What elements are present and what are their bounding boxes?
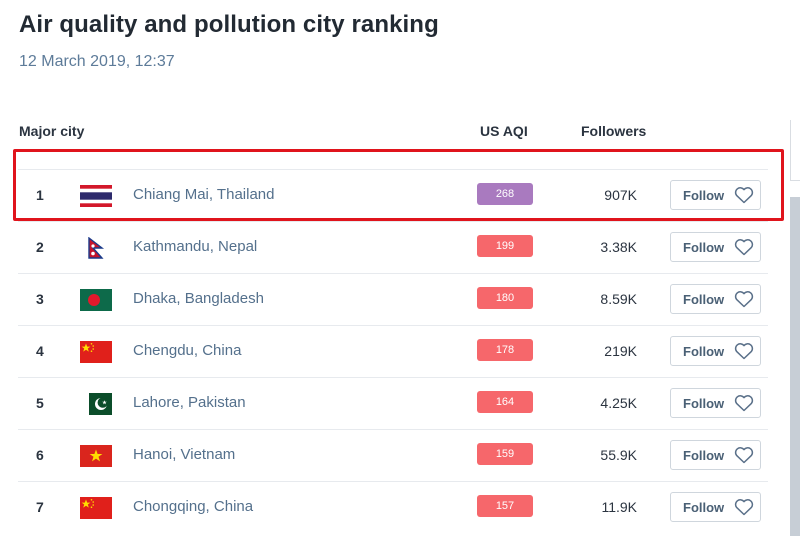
- heart-icon: [734, 446, 754, 464]
- vietnam-flag-icon: [80, 445, 112, 467]
- china-flag-icon: [80, 497, 112, 519]
- follow-button[interactable]: Follow: [670, 180, 761, 210]
- follow-label: Follow: [683, 500, 725, 515]
- follow-label: Follow: [683, 344, 725, 359]
- city-link[interactable]: Chengdu, China: [133, 342, 242, 359]
- follow-label: Follow: [683, 292, 725, 307]
- city-link[interactable]: Kathmandu, Nepal: [133, 238, 258, 255]
- rank-number: 4: [36, 343, 44, 359]
- follow-button[interactable]: Follow: [670, 388, 761, 418]
- rank-number: 2: [36, 239, 44, 255]
- followers-count: 55.9K: [600, 447, 637, 463]
- table-row: 4 Chengdu, China 178 219K Follow: [18, 325, 768, 378]
- highlight-box: [13, 149, 784, 221]
- follow-button[interactable]: Follow: [670, 284, 761, 314]
- followers-count: 219K: [604, 343, 637, 359]
- pakistan-flag-icon: [80, 393, 112, 415]
- table-row: 5 Lahore, Pakistan 164 4.25K Follow: [18, 377, 768, 430]
- rank-number: 5: [36, 395, 44, 411]
- follow-label: Follow: [683, 448, 725, 463]
- aqi-badge: 178: [477, 339, 533, 361]
- city-link[interactable]: Chiang Mai, Thailand: [133, 186, 275, 203]
- follow-label: Follow: [683, 396, 725, 411]
- nepal-flag-icon: [80, 237, 112, 259]
- side-panel-edge: [790, 120, 800, 181]
- city-link[interactable]: Lahore, Pakistan: [133, 394, 246, 411]
- thailand-flag-icon: [80, 185, 112, 207]
- city-link[interactable]: Chongqing, China: [133, 498, 254, 515]
- column-header-aqi[interactable]: US AQI: [480, 123, 528, 139]
- aqi-badge: 268: [477, 183, 533, 205]
- table-row: 7 Chongqing, China 157 11.9K Follow: [18, 481, 768, 534]
- follow-label: Follow: [683, 188, 725, 203]
- city-link[interactable]: Hanoi, Vietnam: [133, 446, 236, 463]
- follow-label: Follow: [683, 240, 725, 255]
- aqi-badge: 199: [477, 235, 533, 257]
- aqi-badge: 180: [477, 287, 533, 309]
- followers-count: 8.59K: [600, 291, 637, 307]
- table-row: 3 Dhaka, Bangladesh 180 8.59K Follow: [18, 273, 768, 326]
- follow-button[interactable]: Follow: [670, 336, 761, 366]
- aqi-badge: 157: [477, 495, 533, 517]
- rank-number: 1: [36, 187, 44, 203]
- table-row: 2 Kathmandu, Nepal 199 3.38K Follow: [18, 221, 768, 274]
- scrollbar[interactable]: [790, 197, 800, 536]
- follow-button[interactable]: Follow: [670, 440, 761, 470]
- follow-button[interactable]: Follow: [670, 232, 761, 262]
- table-row: 6 Hanoi, Vietnam 159 55.9K Follow: [18, 429, 768, 482]
- table-row: 1 Chiang Mai, Thailand 268 907K Follow: [18, 169, 768, 222]
- rank-number: 3: [36, 291, 44, 307]
- column-header-followers[interactable]: Followers: [581, 123, 647, 139]
- bangladesh-flag-icon: [80, 289, 112, 311]
- aqi-badge: 164: [477, 391, 533, 413]
- heart-icon: [734, 342, 754, 360]
- followers-count: 4.25K: [600, 395, 637, 411]
- china-flag-icon: [80, 341, 112, 363]
- heart-icon: [734, 186, 754, 204]
- rank-number: 7: [36, 499, 44, 515]
- followers-count: 907K: [604, 187, 637, 203]
- page-timestamp: 12 March 2019, 12:37: [19, 53, 175, 70]
- heart-icon: [734, 238, 754, 256]
- rank-number: 6: [36, 447, 44, 463]
- heart-icon: [734, 290, 754, 308]
- follow-button[interactable]: Follow: [670, 492, 761, 522]
- followers-count: 3.38K: [600, 239, 637, 255]
- column-header-city[interactable]: Major city: [19, 123, 85, 139]
- aqi-badge: 159: [477, 443, 533, 465]
- city-link[interactable]: Dhaka, Bangladesh: [133, 290, 264, 307]
- heart-icon: [734, 394, 754, 412]
- followers-count: 11.9K: [601, 499, 637, 515]
- page-title: Air quality and pollution city ranking: [19, 11, 439, 38]
- heart-icon: [734, 498, 754, 516]
